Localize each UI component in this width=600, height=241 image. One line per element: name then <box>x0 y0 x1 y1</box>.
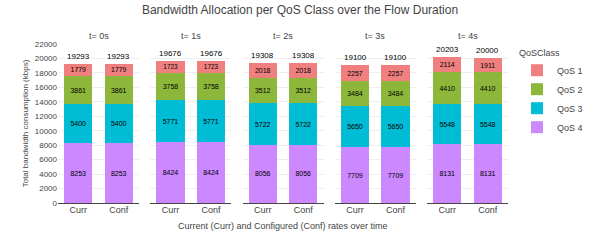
svg-text:8131: 8131 <box>480 170 496 177</box>
svg-text:22000: 22000 <box>35 40 58 49</box>
svg-text:1779: 1779 <box>71 66 86 73</box>
svg-text:3758: 3758 <box>203 83 219 90</box>
svg-text:QoS 4: QoS 4 <box>557 123 583 133</box>
svg-text:5548: 5548 <box>439 121 455 128</box>
svg-text:19676: 19676 <box>159 49 182 58</box>
svg-text:3484: 3484 <box>388 90 404 97</box>
svg-text:4000: 4000 <box>39 170 57 179</box>
svg-text:Total bandwidth consumption (k: Total bandwidth consumption (kbps) <box>21 59 30 187</box>
svg-text:3512: 3512 <box>295 87 311 94</box>
svg-text:19676: 19676 <box>200 49 223 58</box>
svg-text:16000: 16000 <box>35 83 58 92</box>
svg-text:0: 0 <box>53 199 58 208</box>
svg-text:5771: 5771 <box>203 118 219 125</box>
svg-text:5548: 5548 <box>480 121 496 128</box>
svg-text:8253: 8253 <box>70 170 86 177</box>
svg-text:1723: 1723 <box>163 63 178 70</box>
svg-text:3861: 3861 <box>111 87 127 94</box>
svg-text:t= 1s: t= 1s <box>181 31 201 41</box>
svg-text:1911: 1911 <box>480 62 495 69</box>
svg-text:3861: 3861 <box>70 87 86 94</box>
svg-text:QoS 3: QoS 3 <box>557 104 583 114</box>
svg-text:t= 0s: t= 0s <box>89 31 109 41</box>
svg-text:Current (Curr) and Configured: Current (Curr) and Configured (Conf) rat… <box>178 221 388 231</box>
svg-text:3512: 3512 <box>255 87 271 94</box>
svg-text:4410: 4410 <box>480 85 496 92</box>
svg-text:20000: 20000 <box>35 54 58 63</box>
svg-text:4410: 4410 <box>439 85 455 92</box>
svg-text:19293: 19293 <box>67 52 90 61</box>
svg-text:Curr: Curr <box>346 205 364 215</box>
svg-text:Conf: Conf <box>294 205 314 215</box>
svg-text:8056: 8056 <box>255 170 271 177</box>
svg-text:19100: 19100 <box>344 53 367 62</box>
svg-text:Conf: Conf <box>478 205 498 215</box>
svg-text:19308: 19308 <box>292 51 315 60</box>
svg-text:1723: 1723 <box>204 63 219 70</box>
svg-text:5400: 5400 <box>70 120 86 127</box>
svg-text:t= 3s: t= 3s <box>365 31 385 41</box>
svg-text:7709: 7709 <box>347 172 363 179</box>
svg-text:QoS 1: QoS 1 <box>557 66 583 76</box>
svg-text:19308: 19308 <box>251 51 274 60</box>
svg-text:18000: 18000 <box>35 69 58 78</box>
svg-text:2018: 2018 <box>295 67 311 74</box>
svg-text:Bandwidth Allocation per QoS C: Bandwidth Allocation per QoS Class over … <box>142 3 458 17</box>
svg-text:20000: 20000 <box>476 46 499 55</box>
svg-text:10000: 10000 <box>35 127 58 136</box>
svg-text:Conf: Conf <box>201 205 221 215</box>
svg-text:19100: 19100 <box>384 53 407 62</box>
svg-text:8253: 8253 <box>111 170 127 177</box>
svg-text:1779: 1779 <box>111 66 126 73</box>
svg-text:20203: 20203 <box>436 45 459 54</box>
svg-text:12000: 12000 <box>35 112 58 121</box>
svg-text:14000: 14000 <box>35 98 58 107</box>
svg-text:3758: 3758 <box>163 83 179 90</box>
svg-text:2000: 2000 <box>39 184 57 193</box>
svg-text:Curr: Curr <box>162 205 180 215</box>
svg-text:6000: 6000 <box>39 155 57 164</box>
svg-text:Curr: Curr <box>70 205 88 215</box>
svg-text:t= 2s: t= 2s <box>273 31 293 41</box>
svg-text:8424: 8424 <box>163 169 179 176</box>
svg-text:Conf: Conf <box>386 205 406 215</box>
svg-text:Curr: Curr <box>254 205 272 215</box>
svg-text:8424: 8424 <box>203 169 219 176</box>
svg-text:2114: 2114 <box>440 61 455 68</box>
svg-text:t= 4s: t= 4s <box>458 31 478 41</box>
svg-text:8131: 8131 <box>439 170 455 177</box>
svg-text:5722: 5722 <box>295 121 311 128</box>
svg-text:3484: 3484 <box>347 90 363 97</box>
svg-text:QoS 2: QoS 2 <box>557 85 583 95</box>
svg-text:QoSClass: QoSClass <box>519 48 560 58</box>
svg-text:19293: 19293 <box>107 52 130 61</box>
svg-text:Curr: Curr <box>439 205 457 215</box>
svg-text:5722: 5722 <box>255 121 271 128</box>
svg-text:Conf: Conf <box>109 205 129 215</box>
svg-text:5400: 5400 <box>111 120 127 127</box>
svg-text:2257: 2257 <box>388 70 404 77</box>
svg-text:7709: 7709 <box>388 172 404 179</box>
svg-text:5650: 5650 <box>388 123 404 130</box>
svg-text:2018: 2018 <box>255 67 271 74</box>
svg-text:8056: 8056 <box>295 170 311 177</box>
svg-text:8000: 8000 <box>39 141 57 150</box>
svg-text:2257: 2257 <box>347 70 363 77</box>
svg-text:5650: 5650 <box>347 123 363 130</box>
svg-text:5771: 5771 <box>163 118 179 125</box>
